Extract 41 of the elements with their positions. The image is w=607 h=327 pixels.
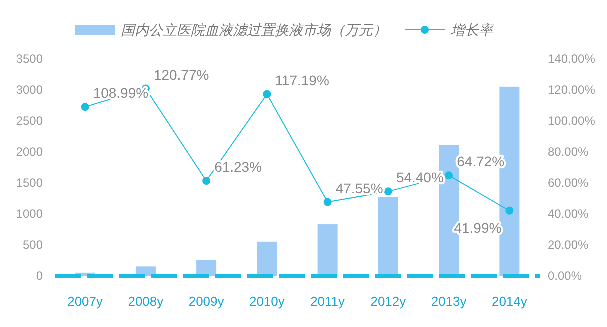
bar (257, 242, 278, 276)
y-tick-label: 3000 (16, 83, 44, 97)
data-label: 47.55% (336, 180, 384, 196)
y2-tick-label: 100.00% (548, 114, 596, 128)
point (506, 206, 514, 215)
point (81, 103, 90, 112)
point (445, 172, 454, 180)
legend-label: 国内公立医院血液滤过置换液市场（万元） (121, 22, 387, 38)
point (263, 90, 272, 98)
point (202, 177, 211, 186)
y2-tick-label: 20.00% (548, 238, 590, 252)
x-tick-label: 2007y (68, 294, 104, 309)
point (324, 198, 332, 206)
data-label: 117.19% (275, 72, 330, 88)
y2-tick-label: 80.00% (548, 145, 590, 159)
bar (196, 260, 217, 276)
x-tick-label: 2009y (188, 294, 225, 309)
bar (318, 224, 338, 276)
y-tick-label: 1500 (16, 176, 44, 190)
legend-label: 增长率 (451, 22, 495, 38)
x-tick-label: 2012y (370, 294, 407, 309)
x-tick-label: 2014y (492, 294, 528, 309)
y2-tick-label: 140.00% (548, 52, 596, 66)
x-tick-label: 2011y (310, 294, 346, 309)
y2-tick-label: 0.00% (548, 269, 582, 283)
y-tick-label: 2000 (16, 145, 44, 159)
y2-tick-label: 120.00% (548, 83, 596, 97)
x-tick-label: 2008y (128, 294, 164, 309)
y-tick-label: 2500 (16, 114, 44, 128)
y2-tick-label: 60.00% (548, 176, 590, 190)
y2-tick-label: 40.00% (548, 207, 590, 221)
y-tick-label: 1000 (16, 207, 44, 221)
bar (378, 197, 398, 276)
y-tick-label: 3500 (16, 52, 44, 66)
x-tick-label: 2013y (431, 294, 468, 309)
x-tick-label: 2010y (249, 294, 286, 309)
y-tick-label: 0 (36, 269, 44, 283)
data-label: 120.77% (154, 66, 210, 83)
y-tick-label: 500 (22, 238, 44, 252)
data-label: 61.23% (214, 159, 262, 176)
point (384, 188, 392, 196)
